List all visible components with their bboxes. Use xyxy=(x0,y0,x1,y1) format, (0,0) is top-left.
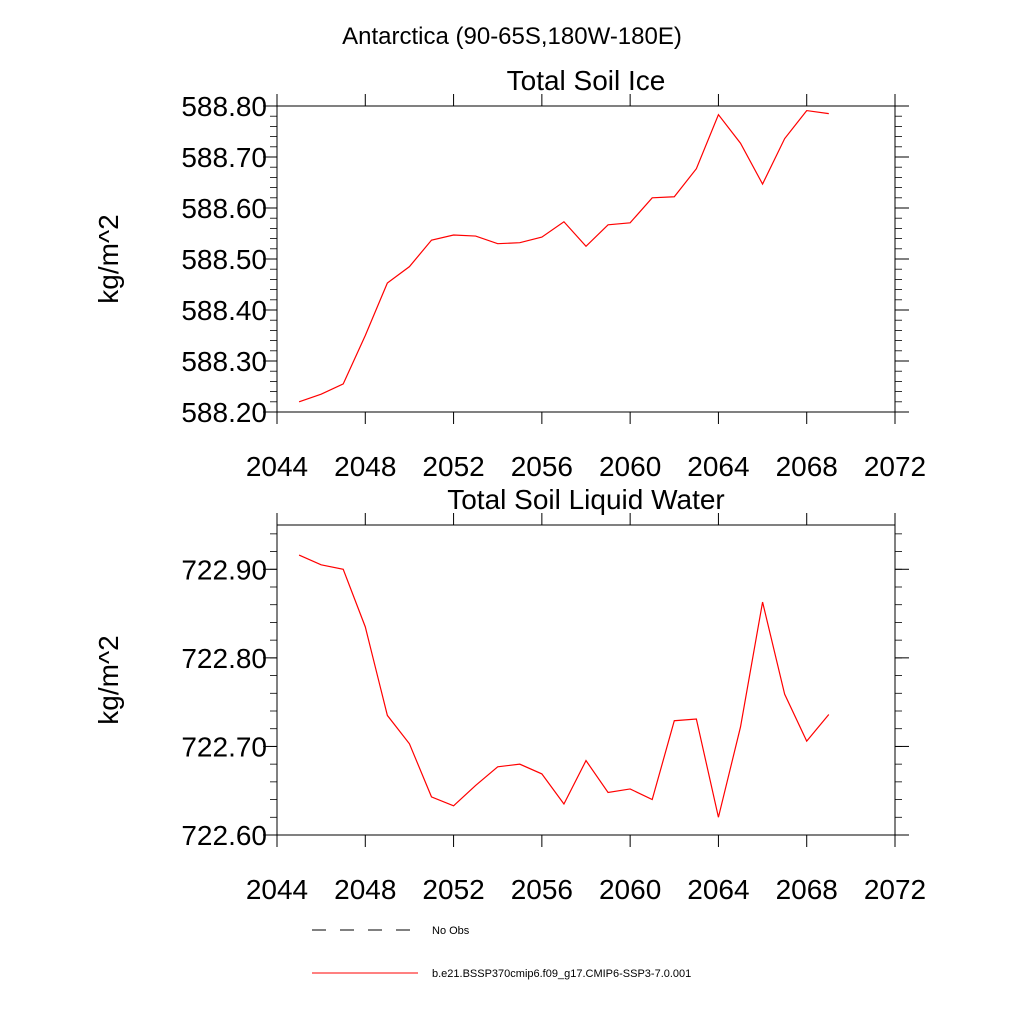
y-tick-label: 588.80 xyxy=(181,91,267,122)
x-tick-label: 2056 xyxy=(511,451,573,482)
y-axis-label: kg/m^2 xyxy=(93,635,124,724)
y-axis-label: kg/m^2 xyxy=(93,214,124,303)
plot-frame xyxy=(276,105,896,413)
series-line xyxy=(298,109,829,403)
x-tick-label: 2052 xyxy=(422,451,484,482)
x-tick-label: 2072 xyxy=(864,874,926,905)
x-tick-label: 2048 xyxy=(334,874,396,905)
chart-total-soil-ice: Total Soil Ice kg/m^2 2044 2048 2052 2056 2060… xyxy=(93,65,926,482)
chart-title: Total Soil Ice xyxy=(507,65,666,96)
y-tick-label: 588.40 xyxy=(181,295,267,326)
y-tick-label: 722.70 xyxy=(181,731,267,762)
legend-label-model: b.e21.BSSP370cmip6.f09_g17.CMIP6-SSP3-7.… xyxy=(432,968,691,980)
y-tick-label: 722.90 xyxy=(181,554,267,585)
y-tick-label: 588.30 xyxy=(181,346,267,377)
series-line xyxy=(298,554,830,818)
x-tick-label: 2044 xyxy=(246,874,308,905)
x-tick-label: 2064 xyxy=(687,874,749,905)
x-tick-label: 2052 xyxy=(422,874,484,905)
x-tick-label: 2068 xyxy=(776,874,838,905)
chart-total-soil-liquid-water: Total Soil Liquid Water kg/m^2 2044 2048 205… xyxy=(93,484,926,905)
x-tick-label: 2048 xyxy=(334,451,396,482)
y-tick-label: 588.70 xyxy=(181,142,267,173)
y-tick-label: 588.60 xyxy=(181,193,267,224)
y-tick-label: 722.80 xyxy=(181,643,267,674)
plot-frame xyxy=(276,524,896,836)
x-tick-label: 2064 xyxy=(687,451,749,482)
x-tick-label: 2044 xyxy=(246,451,308,482)
legend-label-no-obs: No Obs xyxy=(432,925,470,937)
y-tick-label: 588.20 xyxy=(181,397,267,428)
x-tick-label: 2060 xyxy=(599,451,661,482)
chart-title: Total Soil Liquid Water xyxy=(447,484,725,515)
figure-title: Antarctica (90-65S,180W-180E) xyxy=(342,23,682,50)
y-tick-label: 588.50 xyxy=(181,244,267,275)
x-tick-label: 2060 xyxy=(599,874,661,905)
legend: No Obs b.e21.BSSP370cmip6.f09_g17.CMIP6-… xyxy=(312,925,691,980)
x-tick-label: 2068 xyxy=(776,451,838,482)
x-tick-label: 2056 xyxy=(511,874,573,905)
y-tick-label: 722.60 xyxy=(181,820,267,851)
x-tick-label: 2072 xyxy=(864,451,926,482)
